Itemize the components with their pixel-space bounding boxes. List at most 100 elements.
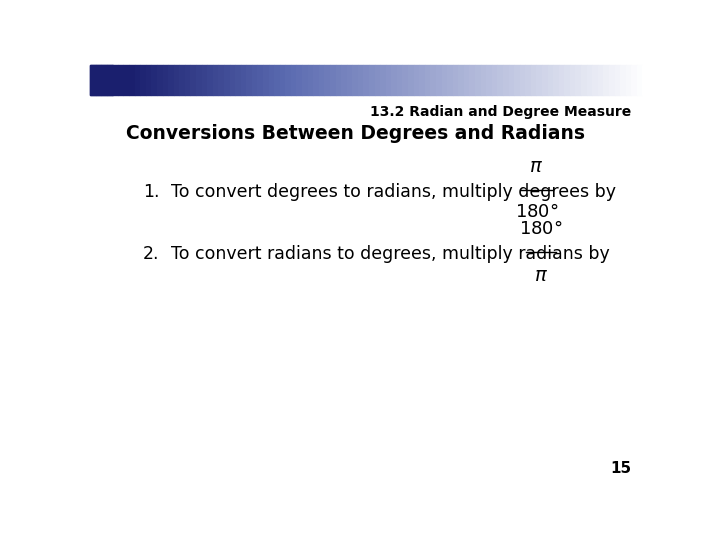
Bar <box>280 65 285 94</box>
Bar <box>369 65 374 94</box>
Bar <box>419 65 425 94</box>
Bar <box>168 65 174 94</box>
Bar <box>118 65 124 94</box>
Bar <box>196 65 202 94</box>
Text: 1.: 1. <box>143 183 160 201</box>
Bar <box>297 65 302 94</box>
Bar <box>581 65 587 94</box>
Text: 15: 15 <box>610 462 631 476</box>
Bar <box>145 65 151 94</box>
Bar <box>174 65 179 94</box>
Bar <box>230 65 235 94</box>
Bar <box>642 65 648 94</box>
Bar <box>514 65 520 94</box>
Bar <box>615 65 620 94</box>
Bar <box>263 65 269 94</box>
Bar <box>392 65 397 94</box>
Bar <box>336 65 341 94</box>
Text: 2.: 2. <box>143 245 160 263</box>
Bar <box>258 65 263 94</box>
Bar <box>587 65 593 94</box>
Bar <box>459 65 464 94</box>
Bar <box>319 65 324 94</box>
Bar <box>481 65 486 94</box>
Text: $\pi$: $\pi$ <box>529 157 544 176</box>
Text: Conversions Between Degrees and Radians: Conversions Between Degrees and Radians <box>126 124 585 143</box>
Bar <box>441 65 447 94</box>
Bar <box>107 65 112 94</box>
Bar <box>598 65 603 94</box>
Bar <box>364 65 369 94</box>
Text: $\pi$: $\pi$ <box>534 266 548 285</box>
Bar <box>609 65 615 94</box>
Bar <box>520 65 526 94</box>
Bar <box>531 65 536 94</box>
Bar <box>526 65 531 94</box>
Text: To convert radians to degrees, multiply radians by: To convert radians to degrees, multiply … <box>171 245 610 263</box>
Bar <box>190 65 196 94</box>
Bar <box>218 65 224 94</box>
Bar <box>252 65 258 94</box>
Bar <box>469 65 475 94</box>
Bar <box>96 65 101 94</box>
Bar <box>603 65 609 94</box>
Bar <box>431 65 436 94</box>
Bar <box>536 65 542 94</box>
Bar <box>207 65 213 94</box>
Bar <box>425 65 431 94</box>
Text: To convert degrees to radians, multiply degrees by: To convert degrees to radians, multiply … <box>171 183 616 201</box>
Bar <box>436 65 441 94</box>
Bar <box>413 65 419 94</box>
Bar <box>637 65 642 94</box>
Bar <box>341 65 347 94</box>
Bar <box>285 65 291 94</box>
Bar <box>135 65 140 94</box>
Bar <box>224 65 230 94</box>
Bar <box>553 65 559 94</box>
Bar <box>352 65 358 94</box>
Bar <box>101 65 107 94</box>
Text: 13.2 Radian and Degree Measure: 13.2 Radian and Degree Measure <box>370 105 631 119</box>
Bar <box>240 65 246 94</box>
Bar <box>492 65 498 94</box>
Bar <box>626 65 631 94</box>
Bar <box>453 65 458 94</box>
Bar <box>486 65 492 94</box>
Bar <box>235 65 240 94</box>
Bar <box>324 65 330 94</box>
Bar <box>380 65 386 94</box>
Bar <box>313 65 319 94</box>
Bar <box>593 65 598 94</box>
Bar <box>464 65 469 94</box>
Bar <box>202 65 207 94</box>
Bar <box>402 65 408 94</box>
Bar <box>386 65 392 94</box>
Bar <box>307 65 313 94</box>
Bar <box>129 65 135 94</box>
Bar <box>151 65 157 94</box>
Bar <box>620 65 626 94</box>
Bar <box>302 65 307 94</box>
Bar <box>157 65 163 94</box>
Bar <box>397 65 402 94</box>
Bar <box>447 65 453 94</box>
Bar <box>559 65 564 94</box>
Bar <box>564 65 570 94</box>
Bar <box>213 65 218 94</box>
Text: $180°$: $180°$ <box>515 203 558 221</box>
Bar <box>542 65 547 94</box>
Bar <box>570 65 575 94</box>
Bar <box>503 65 508 94</box>
Bar <box>246 65 252 94</box>
Bar <box>508 65 514 94</box>
Bar <box>90 65 114 94</box>
Bar <box>179 65 185 94</box>
Bar <box>291 65 297 94</box>
Bar <box>330 65 336 94</box>
Bar <box>163 65 168 94</box>
Bar <box>374 65 380 94</box>
Bar <box>90 65 96 94</box>
Bar <box>631 65 637 94</box>
Bar <box>269 65 274 94</box>
Bar <box>547 65 553 94</box>
